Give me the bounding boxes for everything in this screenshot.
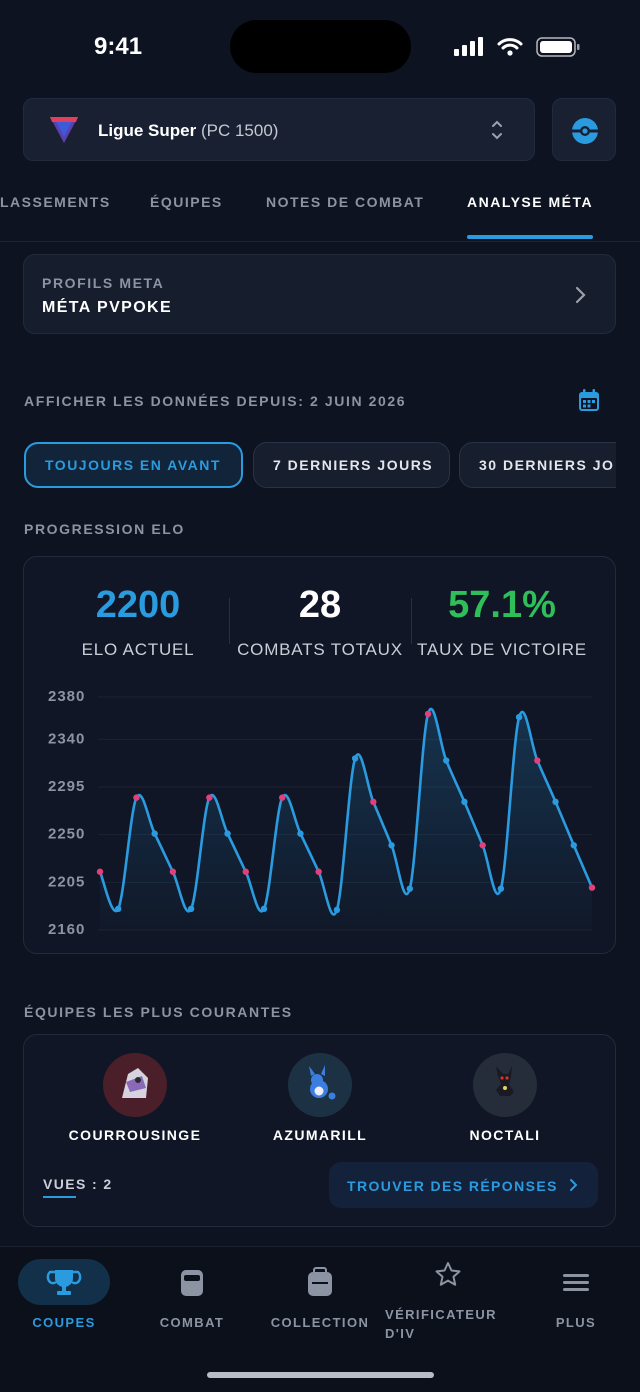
stat-divider — [411, 598, 412, 644]
team-member: AZUMARILL — [272, 1127, 368, 1143]
data-point — [260, 905, 268, 913]
stat-value: 28 — [298, 584, 342, 626]
data-point — [552, 798, 559, 806]
data-point — [315, 868, 322, 875]
nav-item[interactable]: COMBAT — [159, 1315, 225, 1330]
data-point — [443, 757, 450, 764]
data-point — [224, 830, 231, 837]
league-selector[interactable]: Ligue Super (PC 1500) — [23, 98, 535, 161]
y-tick-label: 2340 — [48, 730, 85, 747]
nav-item[interactable]: VÉRIFICATEUR D'IV — [385, 1307, 497, 1341]
nav-item[interactable]: PLUS — [555, 1315, 597, 1330]
pokeball-button[interactable] — [552, 98, 616, 161]
status-icons — [454, 37, 580, 57]
data-point — [588, 884, 596, 891]
data-point — [242, 868, 249, 875]
section-title: ÉQUIPES LES PLUS COURANTES — [24, 1004, 293, 1020]
elo-chart: 2160 2205 2250 2295 2340 2380 — [48, 688, 596, 938]
data-point — [570, 842, 577, 849]
tab[interactable]: LASSEMENTS — [0, 194, 111, 210]
range-chip[interactable]: 7 DERNIERS JOURS — [253, 442, 450, 488]
tab[interactable]: ÉQUIPES — [150, 194, 223, 210]
league-label: Ligue Super (PC 1500) — [98, 121, 278, 141]
data-point — [479, 842, 486, 849]
meta-profile-label: PROFILS META — [42, 275, 165, 291]
data-point — [534, 757, 541, 764]
nav-icons — [46, 1262, 589, 1296]
data-point — [206, 794, 213, 801]
meta-profile-value: MÉTA PVPOKE — [42, 299, 173, 316]
team-member: COURROUSINGE — [68, 1127, 202, 1143]
data-point — [515, 713, 523, 721]
y-tick-label: 2205 — [48, 873, 85, 890]
pokemon-avatar — [288, 1053, 352, 1117]
pokemon-avatar — [103, 1053, 167, 1117]
range-chip[interactable]: 30 DERNIERS JO — [459, 442, 616, 488]
home-indicator — [207, 1372, 434, 1378]
nav-item[interactable]: COUPES — [32, 1315, 96, 1330]
dynamic-island — [230, 20, 411, 73]
stat-label: COMBATS TOTAUX — [237, 640, 403, 659]
data-point — [279, 794, 286, 801]
button-label: TROUVER DES RÉPONSES — [347, 1178, 558, 1194]
y-tick-label: 2295 — [48, 778, 85, 795]
date-filter-label: AFFICHER LES DONNÉES DEPUIS: 2 JUIN 2026 — [24, 393, 407, 409]
data-point — [370, 798, 377, 806]
updown-icon — [492, 120, 502, 140]
range-chip[interactable]: TOUJOURS EN AVANT — [24, 442, 243, 488]
data-point — [187, 905, 195, 913]
stat-label: ELO ACTUEL — [81, 640, 195, 659]
data-point — [497, 885, 505, 892]
data-point — [406, 885, 413, 892]
pokeball-icon — [572, 118, 598, 144]
data-point — [333, 906, 341, 914]
data-point — [96, 868, 104, 875]
stat-label: TAUX DE VICTOIRE — [417, 640, 587, 659]
views-underline — [43, 1196, 76, 1198]
data-point — [169, 868, 177, 875]
data-point — [424, 710, 432, 718]
team-member: NOCTALI — [469, 1127, 541, 1143]
data-point — [115, 905, 122, 913]
views-count: VUES : 2 — [43, 1176, 113, 1192]
y-tick-label: 2160 — [48, 921, 85, 938]
data-point — [461, 798, 468, 806]
data-point — [388, 842, 395, 849]
data-point — [351, 755, 359, 762]
data-point — [133, 794, 140, 801]
y-tick-label: 2250 — [48, 826, 85, 843]
meta-profile-card[interactable]: PROFILS META MÉTA PVPOKE — [23, 254, 616, 334]
stat-value: 2200 — [95, 584, 181, 626]
data-point — [297, 830, 304, 837]
league-icon — [50, 117, 78, 143]
active-tab-underline — [467, 235, 593, 239]
y-tick-label: 2380 — [48, 688, 85, 705]
tab[interactable]: ANALYSE MÉTA — [467, 194, 594, 210]
league-detail: (PC 1500) — [200, 121, 279, 140]
bottom-nav — [0, 1246, 640, 1392]
chip-row: TOUJOURS EN AVANT 7 DERNIERS JOURS 30 DE… — [0, 0, 616, 500]
stat-value: 57.1% — [448, 584, 556, 626]
divider — [0, 241, 640, 242]
find-answers-button[interactable]: TROUVER DES RÉPONSES — [329, 1162, 598, 1208]
league-name: Ligue Super — [98, 121, 197, 140]
chevron-icon — [575, 286, 586, 304]
calendar-icon[interactable] — [578, 389, 600, 413]
tab[interactable]: NOTES DE COMBAT — [266, 194, 425, 210]
line — [98, 707, 594, 916]
status-time: 9:41 — [94, 33, 143, 60]
stat-divider — [229, 598, 230, 644]
line-area — [100, 708, 592, 930]
data-point — [151, 830, 158, 837]
chevron-icon — [570, 1179, 578, 1191]
pokemon-avatar — [473, 1053, 537, 1117]
section-title: PROGRESSION ELO — [24, 521, 185, 537]
nav-item[interactable]: COLLECTION — [270, 1315, 370, 1330]
